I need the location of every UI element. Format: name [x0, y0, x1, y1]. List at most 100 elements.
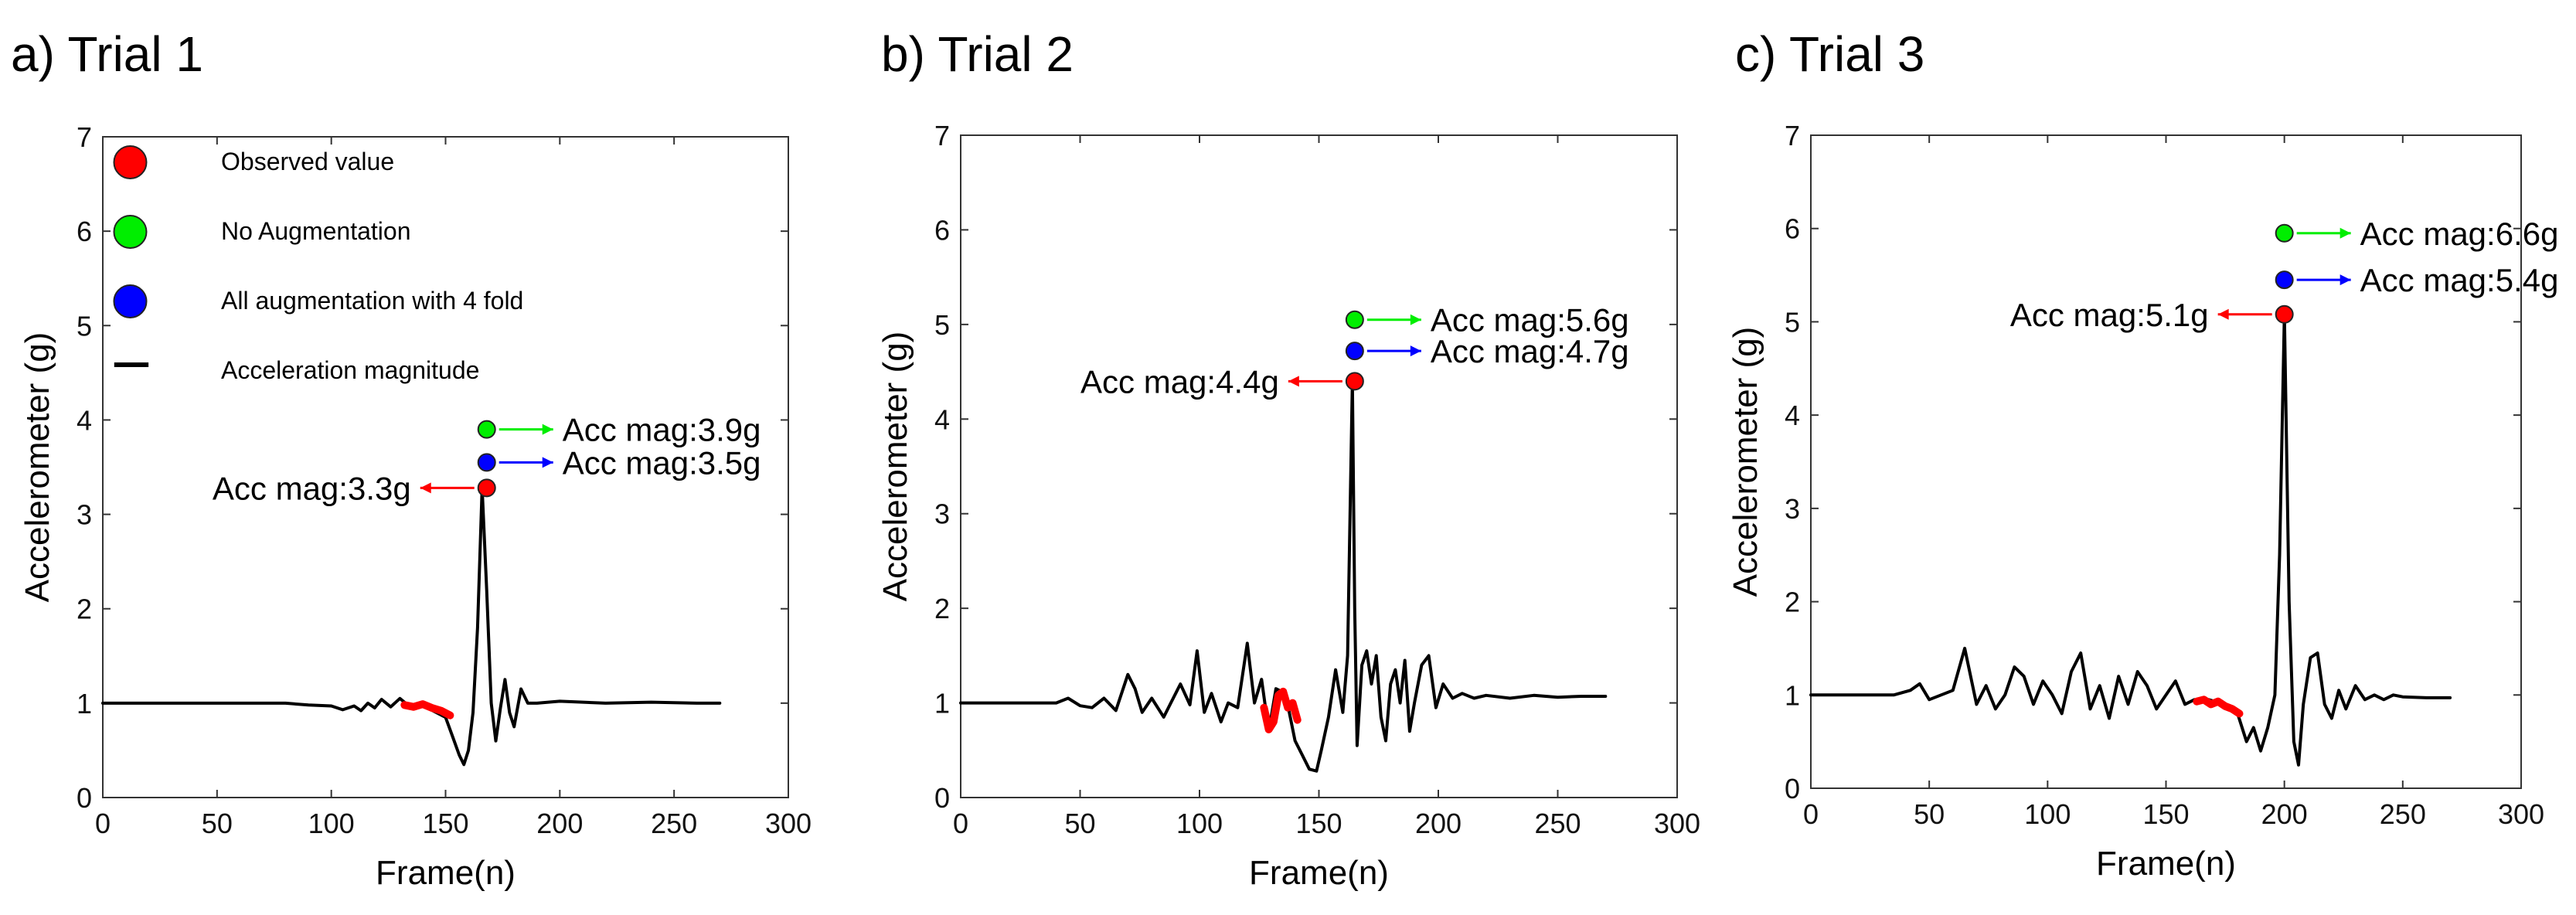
x-tick-label: 150 [422, 808, 468, 839]
annotation-label: Acc mag:5.1g [2010, 297, 2209, 333]
series-line-acceleration-magnitude [959, 379, 1608, 773]
legend-marker [113, 145, 148, 179]
x-tick-label: 0 [953, 808, 968, 839]
annotation-arrow-head [2339, 274, 2351, 286]
y-tick-label: 0 [934, 782, 950, 814]
x-tick-label: 200 [536, 808, 583, 839]
y-tick-label: 0 [77, 782, 92, 814]
x-tick-label: 50 [1914, 798, 1945, 830]
legend-marker [113, 284, 148, 318]
y-axis-label: Accelerometer (g) [876, 332, 914, 602]
series-line-highlight [1260, 687, 1302, 733]
x-tick-label: 100 [2024, 798, 2071, 830]
x-tick-label: 0 [95, 808, 111, 839]
x-tick-label: 250 [2380, 798, 2426, 830]
y-tick-label: 3 [77, 499, 92, 531]
legend-label: Acceleration magnitude [221, 356, 479, 384]
annotation-label: Acc mag:4.7g [1431, 333, 1629, 369]
y-tick-label: 1 [1785, 679, 1800, 711]
marker-observed-value [477, 478, 496, 498]
panel-title: b) Trial 2 [881, 26, 1074, 82]
chart-panel-3: c) Trial 3 0 50 100 150 200 250 300 0 1 2 3 4 5 6 7 Fram… [1727, 26, 2558, 883]
marker-all-augmentation-with-4-fold [2275, 270, 2294, 290]
y-tick-label: 4 [1785, 400, 1800, 431]
annotation-arrow-head [542, 423, 553, 435]
y-tick-label: 5 [934, 309, 950, 341]
y-tick-label: 2 [1785, 587, 1800, 618]
marker-no-augmentation [1345, 310, 1364, 329]
x-tick-label: 300 [1654, 808, 1700, 839]
y-tick-label: 5 [77, 310, 92, 342]
y-tick-label: 2 [934, 593, 950, 624]
annotation-arrow-head [1410, 314, 1421, 325]
panel-title: c) Trial 3 [1735, 26, 1924, 82]
x-tick-label: 300 [2498, 798, 2544, 830]
x-tick-label: 100 [308, 808, 355, 839]
annotation-arrow-head [542, 457, 553, 468]
y-tick-label: 6 [77, 216, 92, 247]
annotation-arrow-head [1288, 376, 1299, 387]
y-tick-label: 7 [1785, 120, 1800, 151]
annotation-arrow-head [2217, 308, 2229, 320]
legend-marker [113, 215, 148, 249]
marker-no-augmentation [2275, 223, 2294, 243]
x-tick-label: 50 [1064, 808, 1095, 839]
x-tick-label: 100 [1176, 808, 1223, 839]
x-tick-label: 200 [2261, 798, 2308, 830]
y-tick-label: 6 [934, 214, 950, 246]
series-line-acceleration-magnitude [1809, 312, 2452, 767]
x-tick-label: 250 [1534, 808, 1581, 839]
legend-label: Observed value [221, 148, 394, 175]
legend-label: All augmentation with 4 fold [221, 287, 523, 315]
annotation-label: Acc mag:3.9g [563, 412, 761, 448]
y-tick-label: 0 [1785, 773, 1800, 804]
y-axis-label: Accelerometer (g) [19, 332, 56, 603]
x-tick-label: 150 [1295, 808, 1342, 839]
y-tick-label: 3 [934, 498, 950, 530]
y-tick-label: 7 [934, 120, 950, 151]
x-tick-label: 0 [1803, 798, 1819, 830]
x-axis-label: Frame(n) [1249, 854, 1389, 892]
annotation-label: Acc mag:3.5g [563, 444, 761, 481]
annotation-label: Acc mag:5.4g [2360, 262, 2559, 298]
marker-all-augmentation-with-4-fold [1345, 342, 1364, 361]
marker-observed-value [1345, 372, 1364, 391]
marker-all-augmentation-with-4-fold [477, 453, 496, 472]
x-tick-label: 200 [1415, 808, 1462, 839]
annotation-arrow-head [2339, 227, 2351, 239]
chart-panel-2: b) Trial 2 0 50 100 150 200 250 300 0 1 2 3 4 5 6 7 Fram… [876, 26, 1700, 892]
panel-title: a) Trial 1 [11, 26, 203, 82]
y-tick-label: 4 [77, 404, 92, 436]
y-tick-label: 1 [934, 688, 950, 719]
annotation-label: Acc mag:6.6g [2360, 216, 2559, 252]
x-tick-label: 50 [202, 808, 233, 839]
legend-label: No Augmentation [221, 217, 411, 245]
x-tick-label: 150 [2142, 798, 2189, 830]
y-tick-label: 5 [1785, 306, 1800, 338]
x-axis-label: Frame(n) [376, 854, 516, 892]
y-tick-label: 3 [1785, 493, 1800, 525]
x-axis-label: Frame(n) [2096, 845, 2236, 883]
annotation-arrow-head [420, 482, 431, 494]
marker-observed-value [2275, 304, 2294, 324]
series-line-highlight [2193, 696, 2244, 718]
series-line-highlight [400, 700, 454, 719]
legend: Observed value No Augmentation All augment… [113, 145, 523, 384]
y-axis-label: Accelerometer (g) [1727, 327, 1764, 597]
x-tick-label: 250 [651, 808, 697, 839]
annotation-arrow-head [1410, 345, 1421, 357]
x-tick-label: 300 [765, 808, 812, 839]
annotation-label: Acc mag:4.4g [1080, 363, 1279, 400]
y-tick-label: 2 [77, 594, 92, 625]
chart-panel-1: a) Trial 1 0 50 100 150 200 250 300 0 1 2 3 4 5 6 7 Fram… [11, 26, 812, 892]
marker-no-augmentation [477, 420, 496, 439]
y-tick-label: 1 [77, 688, 92, 719]
series-line-acceleration-magnitude [101, 486, 722, 767]
y-tick-label: 4 [934, 403, 950, 435]
y-tick-label: 6 [1785, 213, 1800, 245]
y-tick-label: 7 [77, 121, 92, 153]
annotation-label: Acc mag:3.3g [213, 470, 411, 506]
annotation-label: Acc mag:5.6g [1431, 302, 1629, 338]
